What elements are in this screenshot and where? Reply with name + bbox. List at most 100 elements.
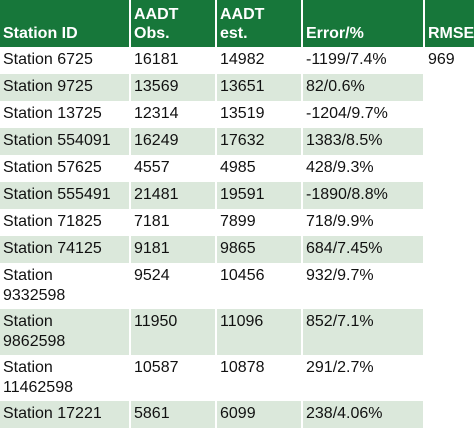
table-cell: Station 11462598 [0,355,131,401]
table-cell: 4985 [216,155,303,182]
cell-text: AADT est. [220,6,265,42]
table-cell: 82/0.6% [302,74,425,101]
table-cell: Station 74125 [0,236,131,263]
table-cell: 13569 [130,74,217,101]
table-row: Station 17221 5861 6099 238/4.06% [0,401,474,428]
header-cell: RMSE [424,0,474,47]
cell-text: 852/7.1% [306,313,374,330]
table-cell: Station 71825 [0,209,131,236]
cell-text: 14982 [220,51,265,68]
cell-text: -1204/9.7% [306,105,388,122]
cell-text: Station 17221 [3,405,102,422]
table-row: Station 9332598 9524 10456 932/9.7% [0,263,474,309]
cell-text: -1199/7.4% [306,51,387,68]
table-cell: 17632 [216,128,303,155]
table-row: Station 74125 9181 9865 684/7.45% [0,236,474,263]
table-cell: -1199/7.4% [302,47,425,74]
header-cell: Error/% [302,0,425,47]
table-cell: Station 555491 [0,182,131,209]
table-cell: 21481 [130,182,217,209]
cell-text: 969 [428,51,455,68]
cell-text: 7181 [134,213,170,230]
cell-text: Station 9332598 [3,267,66,304]
cell-text: 13651 [220,78,265,95]
cell-text: 10587 [134,359,179,376]
table-row: Station 9725 13569 13651 82/0.6% [0,74,474,101]
table-cell: 932/9.7% [302,263,425,309]
cell-text: 17632 [220,132,265,149]
table-cell: 9865 [216,236,303,263]
table-cell: 16249 [130,128,217,155]
cell-text: 238/4.06% [306,405,383,422]
cell-text: 291/2.7% [306,359,374,376]
table-cell: 7899 [216,209,303,236]
cell-text: 16181 [134,51,179,68]
table-cell: 1383/8.5% [302,128,425,155]
cell-text: AADT Obs. [134,6,179,42]
cell-text: 13519 [220,105,265,122]
table-cell: 10587 [130,355,217,401]
table-cell: 12314 [130,101,217,128]
table-cell: Station 9332598 [0,263,131,309]
cell-text: 4985 [220,159,256,176]
table-cell: 4557 [130,155,217,182]
table-cell: 13651 [216,74,303,101]
header-cell: AADT est. [216,0,303,47]
cell-text: Error/% [306,25,364,42]
cell-text: 16249 [134,132,179,149]
cell-text: Station 57625 [3,159,102,176]
cell-text: 718/9.9% [306,213,374,230]
table-cell: Station 57625 [0,155,131,182]
table-row: Station 6725 16181 14982 -1199/7.4% 969 [0,47,474,428]
cell-text: 7899 [220,213,256,230]
table-row: Station 71825 7181 7899 718/9.9% [0,209,474,236]
table-row: Station 554091 16249 17632 1383/8.5% [0,128,474,155]
cell-text: 1383/8.5% [306,132,383,149]
table-cell: 852/7.1% [302,309,425,355]
table-cell: 684/7.45% [302,236,425,263]
cell-text: 13569 [134,78,179,95]
table-cell: Station 17221 [0,401,131,428]
table-cell: 7181 [130,209,217,236]
table-row: Station 9862598 11950 11096 852/7.1% [0,309,474,355]
cell-text: 9181 [134,240,170,257]
cell-text: 10456 [220,267,265,284]
cell-text: Station 11462598 [3,359,73,396]
cell-text: 21481 [134,186,179,203]
table-cell: -1204/9.7% [302,101,425,128]
cell-text: 684/7.45% [306,240,383,257]
header-cell: Station ID [0,0,131,47]
cell-text: 932/9.7% [306,267,374,284]
cell-text: Station 9725 [3,78,93,95]
rmse-cell: 969 [423,47,474,428]
table-cell: Station 9725 [0,74,131,101]
cell-text: 9865 [220,240,256,257]
cell-text: Station 554091 [3,132,111,149]
table-row: Station 57625 4557 4985 428/9.3% [0,155,474,182]
cell-text: 12314 [134,105,179,122]
cell-text: 19591 [220,186,265,203]
cell-text: Station 74125 [3,240,102,257]
table-cell: 19591 [216,182,303,209]
cell-text: Station 6725 [3,51,93,68]
cell-text: 10878 [220,359,265,376]
cell-text: Station 71825 [3,213,102,230]
table-cell: 9524 [130,263,217,309]
table-cell: 291/2.7% [302,355,425,401]
table-cell: -1890/8.8% [302,182,425,209]
table-cell: Station 6725 [0,47,131,74]
cell-text: RMSE [428,25,474,42]
cell-text: 428/9.3% [306,159,374,176]
cell-text: 5861 [134,405,170,422]
table-cell: 10456 [216,263,303,309]
header-cell: AADT Obs. [130,0,217,47]
table-row: Station 11462598 10587 10878 291/2.7% [0,355,474,401]
cell-text: 11950 [134,313,178,330]
cell-text: Station 555491 [3,186,111,203]
table-cell: 16181 [130,47,217,74]
table-cell: 9181 [130,236,217,263]
cell-text: Station 9862598 [3,313,66,350]
table-cell: 428/9.3% [302,155,425,182]
table-cell: Station 9862598 [0,309,131,355]
